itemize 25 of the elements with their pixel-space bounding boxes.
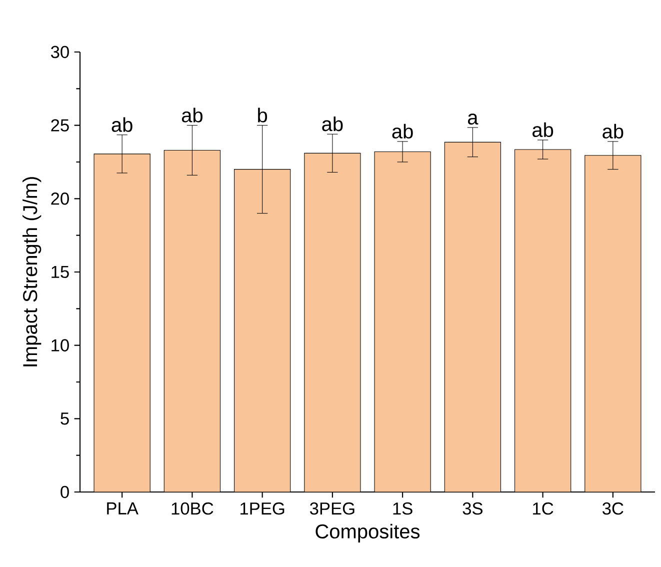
annotation: ab — [182, 108, 202, 122]
y-tick-label: 10 — [52, 339, 69, 352]
x-tick-label: PLA — [107, 502, 138, 514]
x-axis-title: Composites — [316, 524, 420, 542]
annotation: ab — [322, 116, 343, 132]
x-tick-label: 1PEG — [240, 502, 284, 515]
y-tick-label: 15 — [52, 266, 69, 278]
annotation: ab — [392, 124, 413, 139]
y-tick-label: 30 — [50, 46, 69, 58]
x-tick-label: 3PEG — [310, 502, 354, 515]
y-tick-label: 25 — [51, 119, 69, 132]
annotation: ab — [112, 117, 132, 132]
x-tick-label: 3C — [602, 502, 624, 515]
annotation: ab — [532, 122, 554, 138]
y-tick-label: 20 — [51, 192, 69, 205]
x-tick-label: 1S — [393, 502, 412, 515]
y-tick-label: 5 — [60, 412, 69, 425]
x-tick-label: 1C — [533, 502, 554, 515]
annotation: a — [468, 114, 478, 125]
x-tick-label: 3S — [462, 502, 482, 515]
x-tick-label: 10BC — [172, 502, 214, 515]
y-axis-title: Impact Strength (J/m) — [22, 177, 42, 366]
y-tick-label: 0 — [60, 486, 69, 498]
annotation: b — [258, 108, 268, 122]
annotation: ab — [602, 124, 624, 139]
